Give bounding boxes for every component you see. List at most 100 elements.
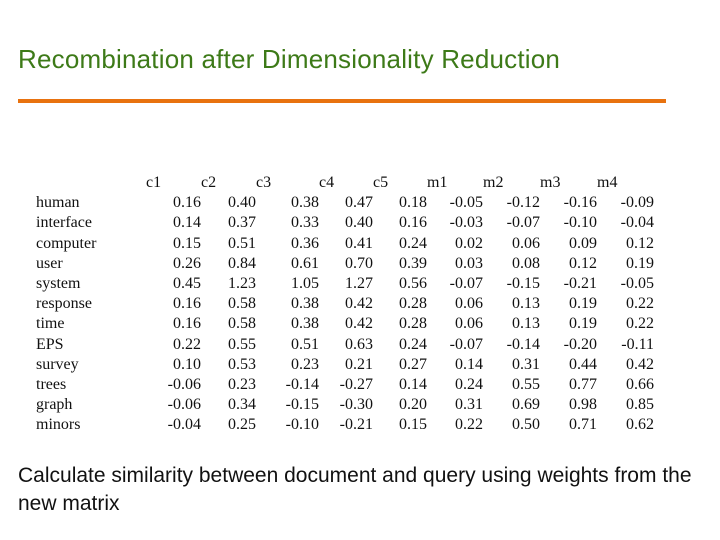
matrix-cell: 0.14: [173, 214, 201, 232]
row-label: interface: [36, 214, 92, 232]
matrix-cell: 0.31: [512, 355, 540, 373]
row-label: human: [36, 194, 80, 212]
matrix-cell: -0.15: [506, 275, 540, 293]
column-header-c3: c3: [256, 174, 272, 192]
matrix-cell: -0.21: [339, 416, 373, 434]
matrix-cell: 0.84: [228, 254, 256, 272]
column-header-m1: m1: [427, 174, 448, 192]
matrix-row-minors: minors -0.04 0.25 -0.10 -0.21 0.15 0.22 0.50 0.7…: [36, 415, 654, 435]
matrix-cell: 0.20: [399, 396, 427, 414]
matrix-cell: 0.28: [399, 315, 427, 333]
matrix-cell: 0.28: [399, 295, 427, 313]
matrix-row-response: response 0.16 0.58 0.38 0.42 0.28 0.06 0.13 0.19…: [36, 294, 654, 314]
matrix-row-human: human 0.16 0.40 0.38 0.47 0.18 -0.05 -0.12 -0.16…: [36, 193, 654, 213]
matrix-cell: 0.06: [455, 315, 483, 333]
matrix-cell: 0.40: [228, 194, 256, 212]
matrix-cell: 0.19: [569, 295, 597, 313]
matrix-row-trees: trees -0.06 0.23 -0.14 -0.27 0.14 0.24 0.55 0.77…: [36, 375, 654, 395]
column-header-c2: c2: [201, 174, 217, 192]
title-underline: [18, 99, 666, 103]
matrix-cell: 0.51: [291, 335, 319, 353]
column-header-m3: m3: [540, 174, 561, 192]
matrix-cell: 0.27: [399, 355, 427, 373]
matrix-cell: 0.42: [345, 295, 373, 313]
row-label: computer: [36, 234, 97, 252]
term-document-matrix: c1 c2 c3 c4 c5 m1 m2 m3 m4 human 0.16 0.40 0.38 0.47…: [36, 173, 654, 435]
matrix-cell: 0.50: [512, 416, 540, 434]
matrix-cell: 0.77: [569, 375, 597, 393]
matrix-cell: -0.14: [285, 375, 319, 393]
matrix-cell: 0.12: [626, 234, 654, 252]
matrix-cell: 0.02: [455, 234, 483, 252]
matrix-cell: 0.13: [512, 315, 540, 333]
matrix-cell: 0.13: [512, 295, 540, 313]
matrix-cell: -0.12: [506, 194, 540, 212]
matrix-cell: 0.23: [228, 375, 256, 393]
matrix-row-time: time 0.16 0.58 0.38 0.42 0.28 0.06 0.13 0.19 0.22: [36, 314, 654, 334]
matrix-cell: 0.61: [291, 254, 319, 272]
matrix-cell: 0.38: [291, 315, 319, 333]
matrix-row-system: system 0.45 1.23 1.05 1.27 0.56 -0.07 -0.15 -0.2…: [36, 274, 654, 294]
matrix-cell: 0.58: [228, 295, 256, 313]
matrix-cell: 0.16: [399, 214, 427, 232]
matrix-cell: -0.06: [167, 375, 201, 393]
matrix-cell: 0.63: [345, 335, 373, 353]
row-label: system: [36, 275, 81, 293]
column-header-m2: m2: [483, 174, 504, 192]
matrix-cell: -0.05: [449, 194, 483, 212]
row-label: time: [36, 315, 65, 333]
matrix-cell: 0.70: [345, 254, 373, 272]
matrix-cell: 0.47: [345, 194, 373, 212]
matrix-cell: 0.12: [569, 254, 597, 272]
matrix-cell: 0.24: [455, 375, 483, 393]
matrix-cell: -0.11: [621, 335, 654, 353]
column-header-m4: m4: [597, 174, 618, 192]
matrix-cell: 0.37: [228, 214, 256, 232]
matrix-cell: 0.45: [173, 275, 201, 293]
matrix-row-interface: interface 0.14 0.37 0.33 0.40 0.16 -0.03 -0.07 -…: [36, 213, 654, 233]
matrix-cell: 0.33: [291, 214, 319, 232]
matrix-cell: -0.05: [620, 275, 654, 293]
matrix-cell: -0.03: [449, 214, 483, 232]
matrix-cell: 0.16: [173, 194, 201, 212]
matrix-cell: 0.24: [399, 234, 427, 252]
slide-caption: Calculate similarity between document an…: [18, 464, 692, 515]
matrix-row-eps: EPS 0.22 0.55 0.51 0.63 0.24 -0.07 -0.14 -0.20 -0…: [36, 335, 654, 355]
row-label: user: [36, 254, 63, 272]
matrix-cell: 0.44: [569, 355, 597, 373]
matrix-cell: -0.10: [285, 416, 319, 434]
matrix-cell: 0.39: [399, 254, 427, 272]
matrix-row-computer: computer 0.15 0.51 0.36 0.41 0.24 0.02 0.06 0.09…: [36, 234, 654, 254]
matrix-cell: 0.22: [455, 416, 483, 434]
matrix-cell: 0.25: [228, 416, 256, 434]
matrix-cell: -0.06: [167, 396, 201, 414]
matrix-cell: 0.15: [399, 416, 427, 434]
matrix-cell: 0.38: [291, 295, 319, 313]
matrix-cell: 0.22: [626, 295, 654, 313]
matrix-row-graph: graph -0.06 0.34 -0.15 -0.30 0.20 0.31 0.69 0.98…: [36, 395, 654, 415]
matrix-cell: 0.38: [291, 194, 319, 212]
matrix-cell: 0.26: [173, 254, 201, 272]
matrix-cell: 0.85: [626, 396, 654, 414]
matrix-cell: 0.15: [173, 234, 201, 252]
matrix-cell: 0.19: [569, 315, 597, 333]
matrix-cell: 1.05: [291, 275, 319, 293]
matrix-cell: 0.18: [399, 194, 427, 212]
matrix-cell: 0.42: [345, 315, 373, 333]
matrix-cell: 0.58: [228, 315, 256, 333]
matrix-cell: 0.66: [626, 375, 654, 393]
matrix-header-row: c1 c2 c3 c4 c5 m1 m2 m3 m4: [36, 173, 654, 193]
matrix-cell: -0.21: [563, 275, 597, 293]
matrix-corner: [36, 173, 146, 193]
column-header-c5: c5: [373, 174, 389, 192]
matrix-cell: 1.23: [228, 275, 256, 293]
matrix-cell: -0.10: [563, 214, 597, 232]
matrix-body: human 0.16 0.40 0.38 0.47 0.18 -0.05 -0.12 -0.16…: [36, 193, 654, 435]
matrix-cell: -0.16: [563, 194, 597, 212]
matrix-cell: 0.06: [512, 234, 540, 252]
matrix-cell: 0.16: [173, 315, 201, 333]
column-header-c1: c1: [146, 174, 162, 192]
column-header-c4: c4: [319, 174, 335, 192]
matrix-cell: 0.53: [228, 355, 256, 373]
matrix-cell: -0.04: [167, 416, 201, 434]
